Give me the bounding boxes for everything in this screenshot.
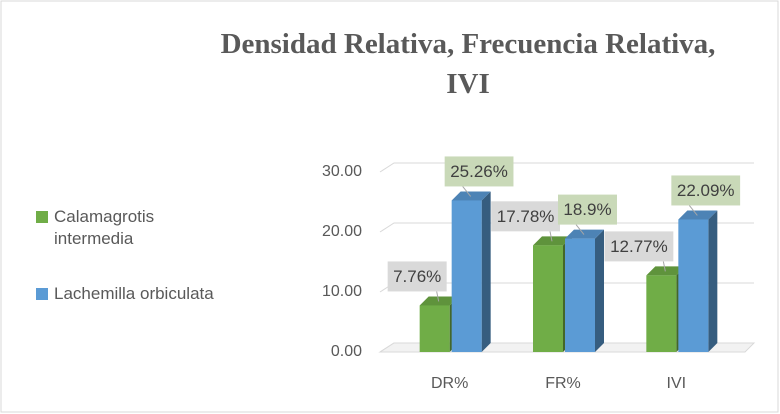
bar-top: [533, 236, 572, 246]
bar: [678, 210, 718, 352]
data-label-box: [558, 194, 617, 225]
chart-title: Densidad Relativa, Frecuencia Relativa, I…: [221, 28, 716, 100]
legend-item: Calamagrotis intermedia: [36, 206, 204, 250]
bar-side: [481, 191, 491, 352]
bar-front: [678, 219, 709, 352]
bar: [565, 229, 604, 352]
legend-swatch: [36, 211, 48, 223]
bar: [451, 191, 491, 352]
leader-line: [688, 205, 698, 216]
leader-line: [462, 186, 472, 197]
data-label: 17.78%: [497, 207, 555, 226]
data-label-box: [671, 175, 741, 206]
bar-front: [533, 245, 563, 352]
y-tick-label: 20.00: [322, 223, 362, 240]
data-label: 18.9%: [563, 200, 611, 219]
y-tick-label: 30.00: [322, 163, 362, 180]
x-tick-label: FR%: [545, 375, 581, 392]
leader-line: [436, 291, 440, 302]
bar-top: [678, 210, 718, 220]
leader-line: [575, 224, 585, 235]
bar-front: [419, 305, 450, 352]
x-tick-label: IVI: [667, 375, 687, 392]
y-tick-label: 10.00: [322, 283, 362, 300]
data-label-box: [387, 261, 447, 292]
leader-line: [662, 261, 666, 272]
data-label-box: [604, 231, 674, 262]
bar-top: [419, 296, 459, 306]
bar-top: [451, 191, 491, 201]
legend-item: Lachemilla orbiculata: [36, 283, 214, 305]
bar-top: [565, 229, 604, 239]
data-label: 22.09%: [677, 181, 735, 200]
data-label-box: [444, 156, 514, 187]
bar-side: [595, 229, 604, 352]
data-label: 12.77%: [610, 237, 668, 256]
bar-top: [646, 266, 686, 276]
legend-label: Calamagrotis intermedia: [54, 207, 155, 248]
data-label: 7.76%: [393, 267, 441, 286]
grid-line: [379, 222, 754, 233]
bar-front: [565, 238, 595, 352]
y-tick-label: 0.00: [331, 343, 362, 360]
bar-front: [646, 275, 677, 352]
legend-swatch: [36, 288, 48, 300]
data-label-box: [491, 201, 560, 232]
legend-label: Lachemilla orbiculata: [54, 284, 214, 303]
grid-line: [379, 162, 754, 173]
bar-side: [708, 210, 718, 352]
leader-line: [549, 231, 553, 242]
data-label: 25.26%: [450, 162, 508, 181]
x-tick-label: DR%: [431, 375, 468, 392]
bar-front: [451, 200, 482, 352]
